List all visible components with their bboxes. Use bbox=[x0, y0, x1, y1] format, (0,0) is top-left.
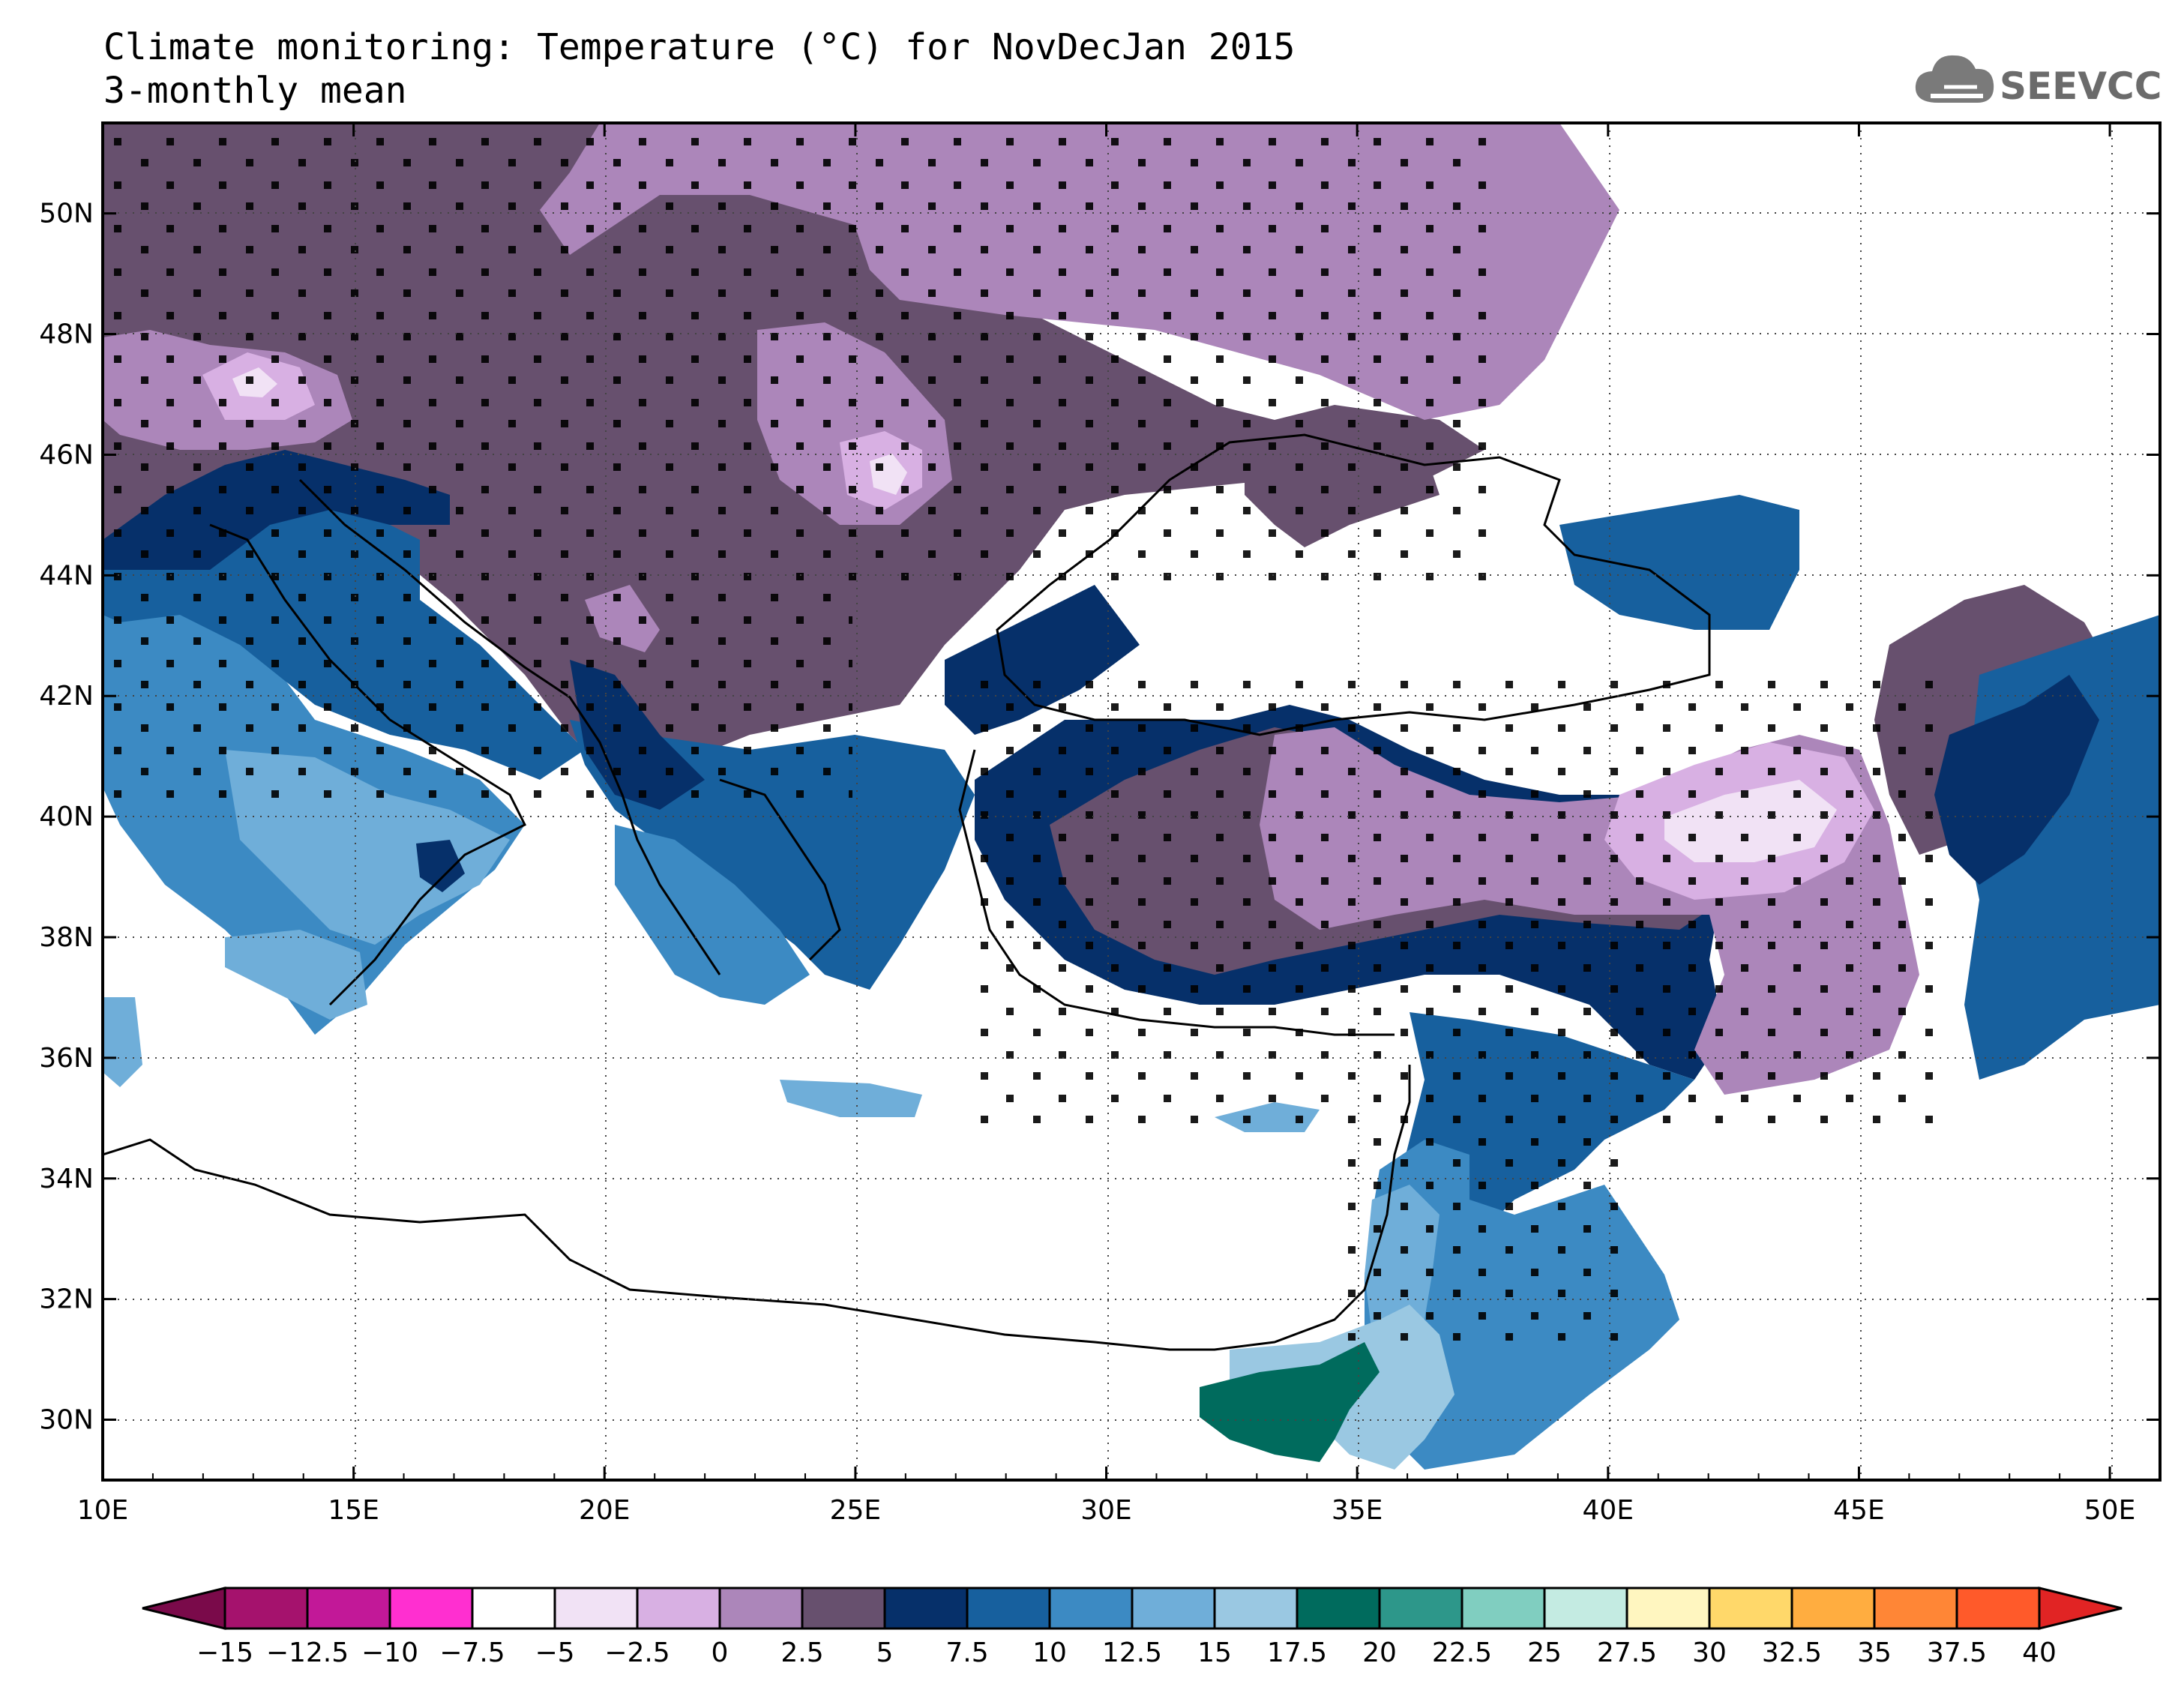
colorbar-label: −5 bbox=[535, 1638, 574, 1668]
x-tick-label: 45E bbox=[1833, 1495, 1885, 1526]
region-sardinia-12p5-15 bbox=[103, 997, 142, 1087]
y-tick-label: 44N bbox=[39, 560, 94, 591]
x-tick-label: 20E bbox=[579, 1495, 631, 1526]
colorbar-box bbox=[1955, 1587, 2041, 1630]
colorbar-label: −15 bbox=[196, 1638, 253, 1668]
gridlines bbox=[103, 123, 2160, 1480]
y-tick-label: 46N bbox=[39, 439, 94, 470]
region-calabria-5-7p5 bbox=[416, 840, 465, 892]
colorbar-label: 27.5 bbox=[1597, 1638, 1657, 1668]
colorbar-box bbox=[1296, 1587, 1381, 1630]
x-tick-label: 40E bbox=[1583, 1495, 1634, 1526]
chart-title: Climate monitoring: Temperature (°C) for… bbox=[103, 26, 1296, 68]
y-tick-label: 36N bbox=[39, 1043, 94, 1074]
region-greece-10-12p5 bbox=[615, 825, 810, 1005]
y-tick-label: 42N bbox=[39, 681, 94, 712]
colorbar-label: 15 bbox=[1197, 1638, 1232, 1668]
region-caspian-5-7p5 bbox=[1934, 675, 2099, 885]
colorbar-box bbox=[801, 1587, 886, 1630]
colorbar-label: 25 bbox=[1527, 1638, 1562, 1668]
x-tick-label: 50E bbox=[2084, 1495, 2136, 1526]
colorbar-arrow-high bbox=[2038, 1587, 2123, 1630]
station-markers bbox=[103, 123, 1949, 1350]
colorbar-box bbox=[718, 1587, 804, 1630]
coastlines bbox=[103, 433, 1711, 1351]
colorbar-box bbox=[1460, 1587, 1546, 1630]
colorbar-label: 12.5 bbox=[1102, 1638, 1162, 1668]
colorbar-label: −7.5 bbox=[439, 1638, 505, 1668]
region-crete-12p5-15 bbox=[780, 1080, 922, 1117]
y-tick-label: 48N bbox=[39, 319, 94, 350]
region-sicily-12p5-15 bbox=[225, 930, 367, 1020]
colorbar-label: 30 bbox=[1692, 1638, 1727, 1668]
colorbar-label: 0 bbox=[712, 1638, 729, 1668]
colorbar-label: 17.5 bbox=[1267, 1638, 1327, 1668]
colorbar-label: 32.5 bbox=[1762, 1638, 1822, 1668]
region-italy-12p5-15 bbox=[225, 750, 510, 945]
colorbar-label: 20 bbox=[1362, 1638, 1397, 1668]
colorbar-label: −2.5 bbox=[604, 1638, 670, 1668]
region-sinai-17p5-20 bbox=[1200, 1342, 1380, 1462]
colorbar-box bbox=[1213, 1587, 1299, 1630]
y-tick-label: 38N bbox=[39, 922, 94, 953]
plot-frame bbox=[101, 121, 2162, 1482]
colorbar-label: −10 bbox=[361, 1638, 418, 1668]
colorbar-box bbox=[1708, 1587, 1793, 1630]
cloud-icon: SEEVCCC bbox=[1915, 55, 2184, 108]
colorbar-box bbox=[1625, 1587, 1711, 1630]
colorbar-box bbox=[1543, 1587, 1628, 1630]
logo-text: SEEVCCC bbox=[2000, 64, 2163, 108]
colorbar: −15 −12.5 −10 −7.5 −5 −2.5 0 2.5 5 7.5 10 12.5 15 17.… bbox=[142, 1587, 2123, 1668]
colorbar-label: 37.5 bbox=[1927, 1638, 1987, 1668]
chart-subtitle: 3-monthly mean bbox=[103, 70, 407, 112]
colorbar-label: 7.5 bbox=[945, 1638, 988, 1668]
colorbar-label: 10 bbox=[1032, 1638, 1067, 1668]
colorbar-box bbox=[636, 1587, 721, 1630]
colorbar-label: 22.5 bbox=[1432, 1638, 1492, 1668]
colorbar-box bbox=[223, 1587, 309, 1630]
colorbar-box bbox=[1048, 1587, 1134, 1630]
x-tick-label: 35E bbox=[1332, 1495, 1383, 1526]
colorbar-box bbox=[966, 1587, 1051, 1630]
colorbar-box bbox=[1873, 1587, 1958, 1630]
colorbar-box bbox=[1131, 1587, 1216, 1630]
colorbar-label: −12.5 bbox=[266, 1638, 349, 1668]
colorbar-arrow-low bbox=[142, 1587, 226, 1630]
title-block: Climate monitoring: Temperature (°C) for… bbox=[103, 25, 1295, 112]
y-tick-label: 40N bbox=[39, 802, 94, 832]
x-tick-label: 30E bbox=[1080, 1495, 1132, 1526]
y-tick-label: 50N bbox=[39, 199, 94, 229]
colorbar-label: 2.5 bbox=[780, 1638, 823, 1668]
colorbar-box bbox=[1378, 1587, 1463, 1630]
colorbar-box bbox=[1790, 1587, 1876, 1630]
x-tick-label: 10E bbox=[77, 1495, 129, 1526]
y-axis: 30N 32N 34N 36N 38N 40N 42N 44N 46N 48N 50N bbox=[39, 199, 2160, 1436]
colorbar-box bbox=[471, 1587, 556, 1630]
x-tick-label: 25E bbox=[830, 1495, 882, 1526]
colorbar-label: 5 bbox=[876, 1638, 894, 1668]
x-tick-label: 15E bbox=[328, 1495, 379, 1526]
colorbar-label: 40 bbox=[2022, 1638, 2057, 1668]
x-axis: 10E 15E 20E 25E 30E 35E 40E 45E 50E bbox=[77, 123, 2161, 1526]
y-tick-label: 34N bbox=[39, 1164, 94, 1194]
colorbar-label: 35 bbox=[1857, 1638, 1892, 1668]
y-tick-label: 30N bbox=[39, 1405, 94, 1436]
colorbar-box bbox=[388, 1587, 474, 1630]
colorbar-box bbox=[883, 1587, 969, 1630]
y-tick-label: 32N bbox=[39, 1284, 94, 1315]
colorbar-box bbox=[306, 1587, 391, 1630]
seevccc-logo: SEEVCCC bbox=[1908, 46, 2184, 114]
region-black-sea-coast-7p5-10 bbox=[1559, 495, 1799, 630]
colorbar-box bbox=[553, 1587, 639, 1630]
